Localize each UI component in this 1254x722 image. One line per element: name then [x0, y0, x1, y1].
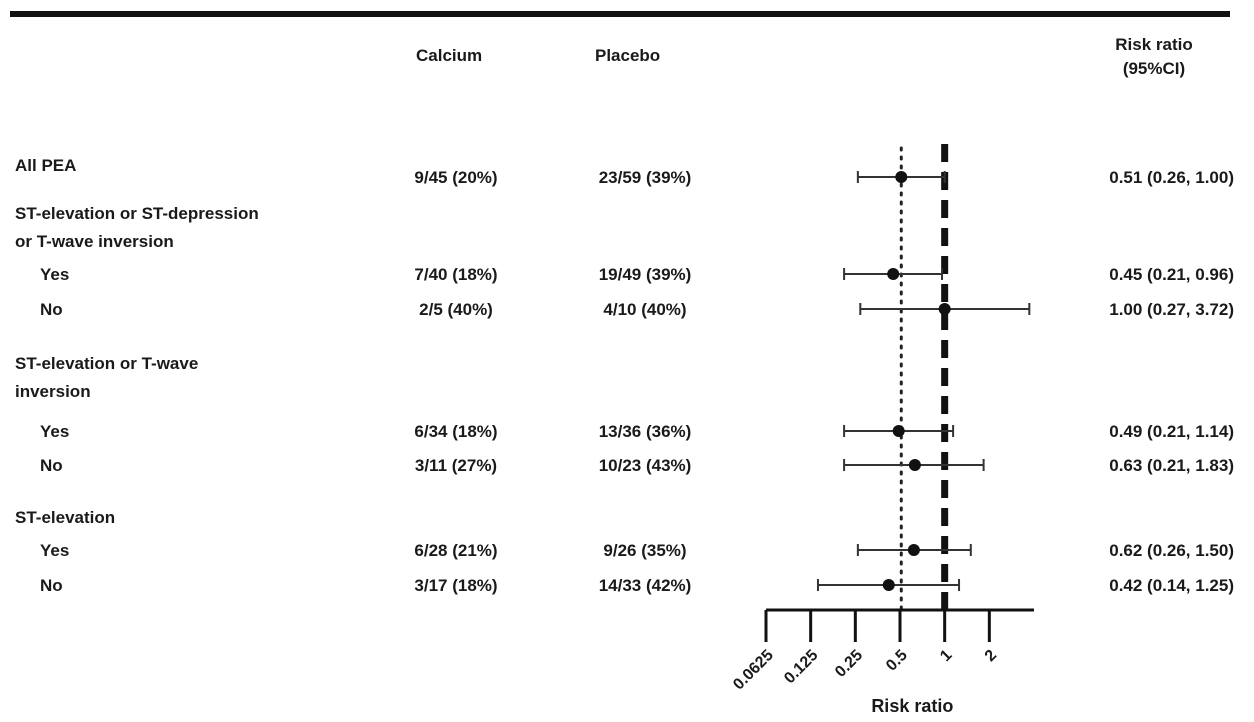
point-estimate — [882, 579, 895, 591]
calcium-cell: 3/17 (18%) — [414, 576, 498, 595]
point-estimate — [887, 268, 900, 280]
header-calcium: Calcium — [416, 46, 483, 65]
x-tick-label: 0.0625 — [730, 647, 777, 694]
group-label: All PEA — [15, 156, 77, 175]
header-risk-ratio-line2: (95%CI) — [1122, 59, 1186, 78]
row-label: No — [40, 456, 63, 475]
row-label: Yes — [40, 265, 70, 284]
risk-ratio-cell: 0.62 (0.26, 1.50) — [1109, 541, 1234, 560]
row-label: Yes — [40, 422, 70, 441]
placebo-cell: 4/10 (40%) — [603, 300, 687, 319]
point-estimate — [895, 171, 908, 183]
risk-ratio-cell: 0.49 (0.21, 1.14) — [1109, 422, 1234, 441]
placebo-cell: 23/59 (39%) — [598, 168, 692, 187]
calcium-cell: 7/40 (18%) — [414, 265, 498, 284]
group-label: ST-elevation or T-wave — [15, 354, 199, 373]
calcium-cell: 6/34 (18%) — [414, 422, 498, 441]
x-tick-label: 0.125 — [781, 647, 821, 687]
x-axis-title: Risk ratio — [871, 696, 953, 716]
row-label: No — [40, 576, 63, 595]
calcium-cell: 9/45 (20%) — [414, 168, 498, 187]
risk-ratio-cell: 0.51 (0.26, 1.00) — [1109, 168, 1234, 187]
point-estimate — [892, 425, 905, 437]
placebo-cell: 14/33 (42%) — [598, 576, 692, 595]
placebo-cell: 13/36 (36%) — [598, 422, 692, 441]
point-estimate — [938, 303, 951, 315]
risk-ratio-cell: 0.63 (0.21, 1.83) — [1109, 456, 1234, 475]
x-tick-label: 0.5 — [883, 647, 911, 675]
group-label: ST-elevation — [15, 508, 116, 527]
top-rule — [10, 11, 1230, 17]
risk-ratio-cell: 0.42 (0.14, 1.25) — [1109, 576, 1234, 595]
calcium-cell: 3/11 (27%) — [414, 456, 498, 475]
header-risk-ratio: Risk ratio (95%CI) — [1084, 33, 1224, 81]
placebo-cell: 19/49 (39%) — [598, 265, 692, 284]
placebo-cell: 10/23 (43%) — [598, 456, 692, 475]
row-label: Yes — [40, 541, 70, 560]
risk-ratio-cell: 0.45 (0.21, 0.96) — [1109, 265, 1234, 284]
group-label: ST-elevation or ST-depression — [15, 204, 259, 223]
point-estimate — [908, 459, 921, 471]
x-tick-label: 0.25 — [832, 647, 866, 681]
x-tick-label: 1 — [937, 647, 955, 665]
header-risk-ratio-line1: Risk ratio — [1115, 35, 1193, 54]
row-label: No — [40, 300, 63, 319]
point-estimate — [907, 544, 920, 556]
calcium-cell: 6/28 (21%) — [414, 541, 498, 560]
group-label: inversion — [15, 382, 91, 401]
header-placebo: Placebo — [595, 46, 661, 65]
risk-ratio-cell: 1.00 (0.27, 3.72) — [1109, 300, 1234, 319]
calcium-cell: 2/5 (40%) — [419, 300, 493, 319]
placebo-cell: 9/26 (35%) — [603, 541, 687, 560]
group-label: or T-wave inversion — [15, 232, 174, 251]
x-tick-label: 2 — [982, 647, 1000, 665]
